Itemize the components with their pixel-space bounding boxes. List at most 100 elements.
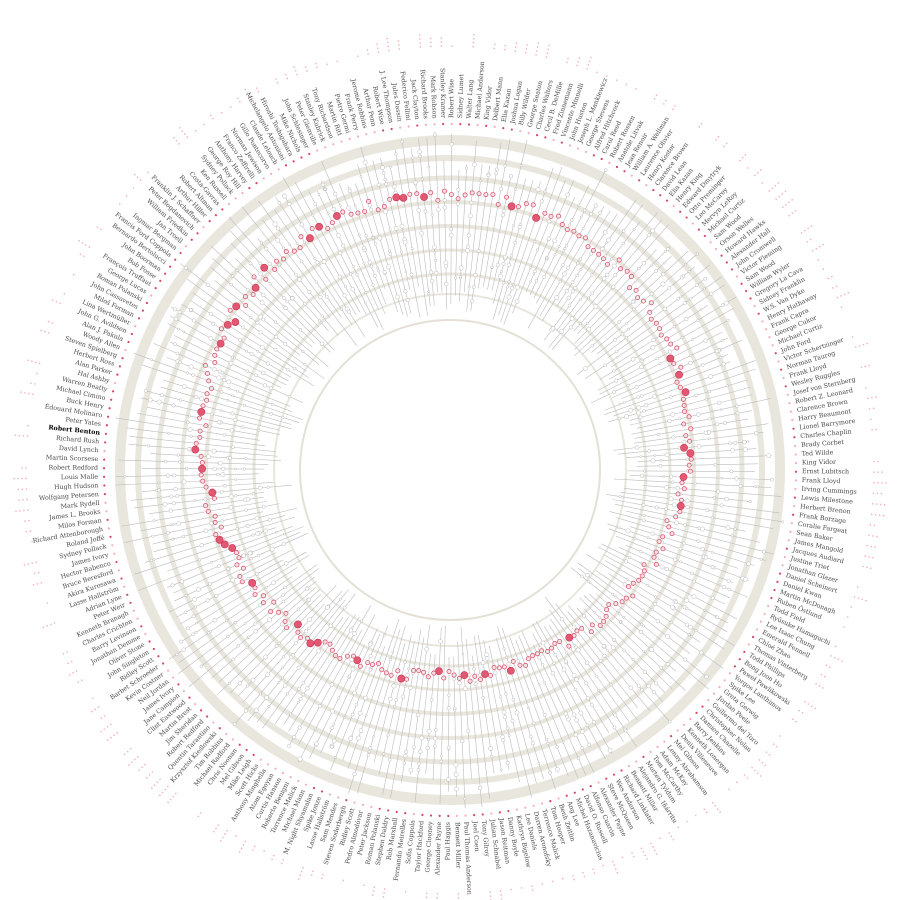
win-dot: [420, 193, 428, 201]
award-marker: [154, 287, 157, 290]
nomination-dot: [419, 735, 425, 741]
trail-dot: [296, 73, 298, 76]
nomination-dot: [282, 629, 285, 632]
spoke: [288, 616, 360, 732]
award-marker: [115, 560, 118, 564]
win-dot: [209, 386, 214, 392]
win-dot: [237, 573, 243, 579]
spoke: [596, 593, 709, 690]
win-dot: [243, 294, 248, 300]
spoke: [470, 165, 491, 312]
nomination-dot: [478, 785, 483, 791]
nomination-dot: [717, 400, 722, 405]
trail-dot: [146, 776, 148, 779]
spoke: [609, 511, 774, 555]
trail-dot: [293, 66, 295, 68]
trail-dot: [876, 535, 878, 538]
nomination-dot: [500, 270, 504, 274]
trail-dot: [862, 343, 865, 346]
trail-dot: [388, 49, 390, 52]
nomination-dot: [655, 356, 659, 361]
trail-dot: [472, 37, 475, 40]
nomination-dot: [175, 652, 179, 656]
trail-dot: [18, 434, 21, 437]
nomination-dot: [620, 332, 625, 336]
nomination-dot: [684, 262, 687, 266]
nomination-dot: [232, 417, 238, 422]
nomination-dot: [539, 199, 544, 204]
trail-dot: [40, 581, 43, 584]
nomination-dot: [184, 467, 189, 471]
win-dot: [370, 662, 375, 667]
nomination-dot: [695, 283, 699, 287]
nomination-dot: [700, 363, 705, 367]
spoke: [556, 221, 641, 332]
nomination-dot: [208, 335, 214, 341]
nomination-dot: [426, 728, 432, 734]
trail-dot: [67, 662, 69, 665]
trail-dot: [670, 835, 673, 838]
nomination-dot: [293, 641, 298, 645]
nomination-dot: [545, 737, 549, 741]
award-marker: [605, 777, 608, 780]
trail-dot: [220, 111, 223, 114]
nomination-dot: [261, 292, 266, 298]
nomination-dot: [639, 455, 643, 458]
nomination-dot: [742, 446, 748, 452]
nomination-dot: [273, 347, 278, 352]
award-marker: [776, 580, 779, 583]
trail-dot: [44, 330, 46, 333]
nomination-dot: [479, 179, 482, 183]
win-dot: [589, 622, 595, 628]
nomination-dot: [700, 547, 705, 552]
nomination-dot: [528, 734, 533, 739]
trail-dot: [655, 853, 658, 855]
nomination-dot: [649, 292, 654, 296]
trail-dot: [42, 626, 45, 629]
trail-dot: [217, 824, 219, 826]
nomination-dot: [715, 422, 719, 427]
trail-dot: [26, 435, 29, 438]
spoke: [612, 499, 774, 529]
win-dot: [428, 190, 434, 196]
trail-dot: [298, 878, 300, 880]
award-marker: [105, 510, 108, 513]
trail-dot: [810, 705, 813, 707]
spoke: [509, 636, 559, 773]
nomination-dot: [268, 282, 272, 286]
win-dot: [679, 497, 684, 503]
nomination-dot: [206, 454, 211, 459]
nomination-dot: [286, 368, 290, 372]
nomination-dot: [256, 349, 260, 353]
spoke: [173, 532, 309, 594]
trail-dot: [276, 81, 279, 84]
nomination-dot: [348, 736, 354, 741]
nomination-dot: [391, 184, 397, 189]
award-marker: [332, 143, 335, 146]
nomination-dot: [352, 771, 357, 777]
win-dot: [282, 619, 288, 624]
nomination-dot: [352, 631, 357, 636]
nomination-dot: [495, 263, 500, 268]
trail-dot: [25, 488, 28, 490]
win-dot: [441, 675, 447, 681]
nomination-dot: [684, 622, 689, 627]
nomination-dot: [244, 508, 248, 512]
spoke: [623, 487, 751, 502]
award-marker: [459, 123, 462, 126]
spoke: [235, 258, 331, 353]
nomination-dot: [761, 549, 766, 554]
nomination-dot: [598, 747, 602, 751]
nomination-dot: [726, 318, 730, 322]
nomination-dot: [631, 658, 635, 662]
award-marker: [113, 552, 116, 555]
nomination-dot: [226, 398, 229, 402]
nomination-dot: [598, 616, 602, 619]
nomination-dot: [573, 644, 576, 647]
win-dot: [472, 673, 478, 679]
trail-dot: [46, 602, 49, 604]
nomination-dot: [314, 727, 317, 731]
win-dot: [298, 234, 304, 240]
award-marker: [328, 793, 332, 796]
nomination-dot: [613, 639, 617, 643]
